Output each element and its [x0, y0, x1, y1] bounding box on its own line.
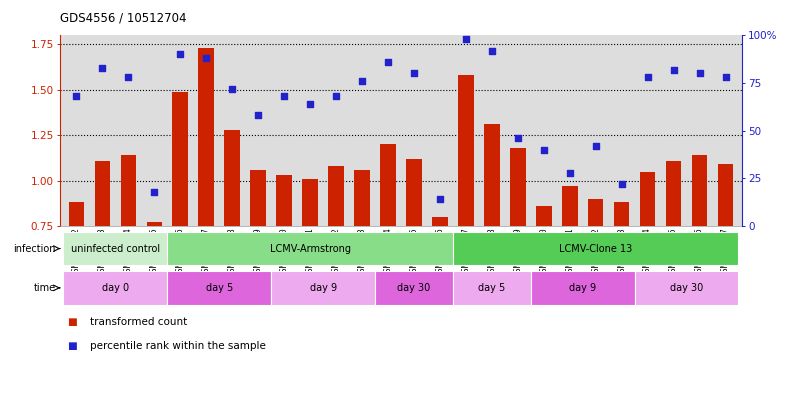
Text: ■: ■: [67, 341, 77, 351]
Bar: [354, 170, 370, 362]
Text: day 9: day 9: [569, 283, 596, 293]
Text: day 5: day 5: [478, 283, 506, 293]
Bar: [484, 124, 499, 362]
Bar: [718, 164, 734, 362]
Text: uninfected control: uninfected control: [71, 244, 160, 253]
Bar: [94, 161, 110, 362]
Bar: [121, 155, 136, 362]
Point: [356, 78, 368, 84]
Point: [225, 86, 238, 92]
Point: [278, 93, 291, 99]
Point: [615, 181, 628, 187]
Point: [538, 147, 550, 153]
Text: LCMV-Clone 13: LCMV-Clone 13: [559, 244, 632, 253]
Point: [200, 55, 213, 61]
Point: [434, 196, 446, 202]
Bar: [68, 202, 84, 362]
Text: transformed count: transformed count: [90, 317, 187, 327]
Bar: [64, 232, 168, 265]
Bar: [225, 130, 240, 362]
Point: [667, 66, 680, 73]
Bar: [276, 175, 292, 362]
Point: [460, 36, 472, 42]
Bar: [432, 217, 448, 362]
Point: [330, 93, 342, 99]
Text: day 30: day 30: [397, 283, 430, 293]
Point: [407, 70, 420, 77]
Text: day 0: day 0: [102, 283, 129, 293]
Point: [70, 93, 83, 99]
Point: [174, 51, 187, 57]
Bar: [407, 159, 422, 362]
Point: [564, 169, 576, 176]
Bar: [530, 271, 634, 305]
Text: percentile rank within the sample: percentile rank within the sample: [90, 341, 266, 351]
Text: time: time: [33, 283, 56, 293]
Bar: [168, 271, 272, 305]
Bar: [453, 232, 738, 265]
Bar: [147, 222, 162, 362]
Bar: [692, 155, 707, 362]
Point: [642, 74, 654, 81]
Bar: [272, 271, 375, 305]
Text: day 9: day 9: [310, 283, 337, 293]
Bar: [250, 170, 266, 362]
Text: day 5: day 5: [206, 283, 233, 293]
Text: GDS4556 / 10512704: GDS4556 / 10512704: [60, 12, 186, 25]
Text: ■: ■: [67, 317, 77, 327]
Point: [589, 143, 602, 149]
Bar: [168, 232, 453, 265]
Bar: [536, 206, 552, 362]
Bar: [453, 271, 530, 305]
Point: [511, 135, 524, 141]
Bar: [303, 179, 318, 362]
Bar: [634, 271, 738, 305]
Point: [693, 70, 706, 77]
Point: [719, 74, 732, 81]
Bar: [64, 271, 168, 305]
Bar: [380, 144, 395, 362]
Bar: [640, 171, 655, 362]
Text: day 30: day 30: [670, 283, 703, 293]
Bar: [588, 199, 603, 362]
Point: [148, 189, 160, 195]
Point: [252, 112, 264, 119]
Bar: [375, 271, 453, 305]
Point: [122, 74, 135, 81]
Point: [96, 64, 109, 71]
Bar: [328, 166, 344, 362]
Bar: [614, 202, 630, 362]
Text: LCMV-Armstrong: LCMV-Armstrong: [270, 244, 351, 253]
Bar: [562, 186, 577, 362]
Bar: [198, 48, 214, 362]
Bar: [666, 161, 681, 362]
Bar: [458, 75, 474, 362]
Bar: [510, 148, 526, 362]
Text: infection: infection: [13, 244, 56, 253]
Bar: [172, 92, 188, 362]
Point: [485, 48, 498, 54]
Point: [382, 59, 395, 65]
Point: [304, 101, 317, 107]
